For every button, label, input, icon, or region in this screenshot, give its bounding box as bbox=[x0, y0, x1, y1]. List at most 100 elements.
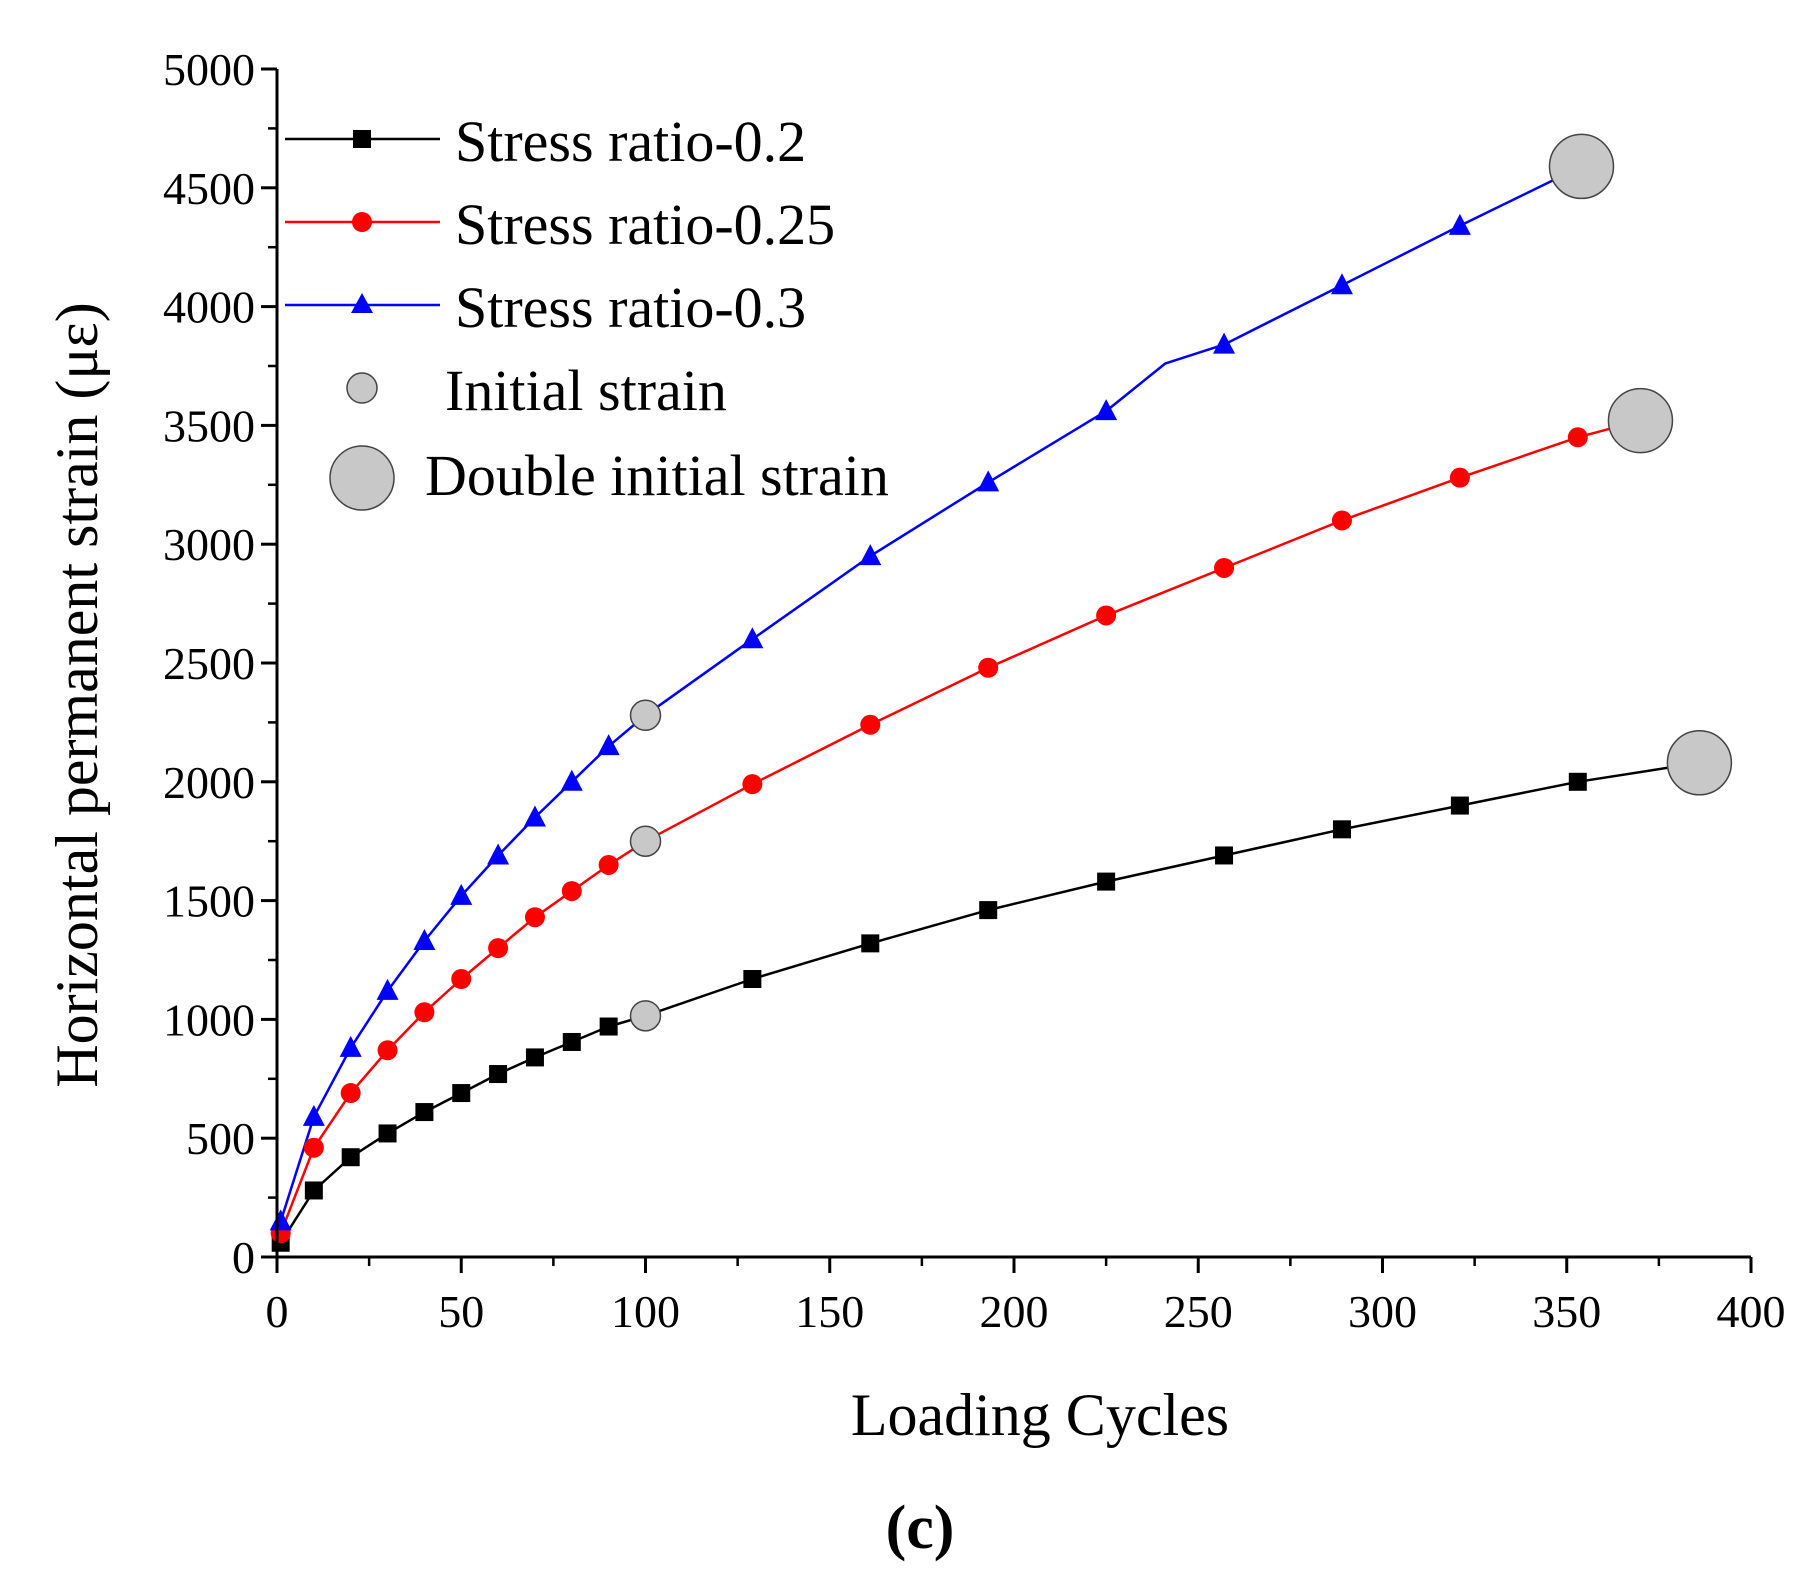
series-markers bbox=[269, 213, 1588, 1252]
data-point-circle bbox=[1331, 510, 1352, 531]
y-tick-label: 2000 bbox=[163, 757, 255, 808]
data-point-triangle bbox=[597, 734, 620, 756]
legend-marker-series-1 bbox=[352, 212, 372, 232]
data-point-circle bbox=[742, 774, 763, 795]
data-point-square bbox=[378, 1124, 397, 1143]
legend-marker-series-2 bbox=[351, 293, 373, 313]
series-line-0 bbox=[279, 761, 1700, 1244]
y-tick-label: 2500 bbox=[163, 638, 255, 689]
x-tick-label: 0 bbox=[266, 1286, 289, 1337]
data-point-square bbox=[452, 1084, 471, 1103]
data-point-circle bbox=[414, 1002, 435, 1023]
data-point-circle bbox=[1214, 557, 1235, 578]
legend-label-series-2: Stress ratio-0.3 bbox=[455, 275, 806, 340]
data-point-triangle bbox=[1095, 399, 1118, 421]
data-point-circle bbox=[303, 1137, 324, 1158]
data-point-circle bbox=[524, 907, 545, 928]
data-point-circle bbox=[598, 854, 619, 875]
x-tick-label: 50 bbox=[438, 1286, 484, 1337]
data-point-square bbox=[1215, 846, 1234, 865]
data-point-triangle bbox=[1330, 273, 1353, 295]
data-point-square bbox=[1450, 796, 1469, 815]
data-point-triangle bbox=[269, 1209, 292, 1231]
y-tick-label: 500 bbox=[186, 1113, 255, 1164]
y-tick-label: 1000 bbox=[163, 994, 255, 1045]
x-tick-label: 400 bbox=[1717, 1286, 1786, 1337]
series-line-2 bbox=[279, 165, 1583, 1222]
data-point-triangle bbox=[859, 544, 882, 566]
double-initial-strain-point bbox=[1548, 133, 1615, 200]
data-point-circle bbox=[488, 938, 509, 959]
y-tick-label: 3500 bbox=[163, 400, 255, 451]
data-point-square bbox=[415, 1103, 434, 1122]
major-ticks bbox=[261, 67, 1753, 1273]
data-point-square bbox=[979, 901, 998, 920]
data-point-triangle bbox=[523, 805, 546, 827]
data-point-circle bbox=[561, 881, 582, 902]
y-tick-label: 3000 bbox=[163, 519, 255, 570]
legend-label-series-0: Stress ratio-0.2 bbox=[455, 109, 806, 174]
x-tick-label: 100 bbox=[611, 1286, 680, 1337]
data-point-triangle bbox=[302, 1104, 325, 1126]
data-point-square bbox=[562, 1032, 581, 1051]
data-point-triangle bbox=[560, 769, 583, 791]
data-point-square bbox=[304, 1181, 323, 1200]
strain-circle-markers bbox=[629, 133, 1733, 1032]
data-point-triangle bbox=[450, 883, 473, 905]
panel-label: (c) bbox=[886, 1494, 955, 1562]
legend-label-initial-strain: Initial strain bbox=[445, 358, 727, 423]
x-axis-title: Loading Cycles bbox=[851, 1382, 1229, 1448]
x-tick-label: 250 bbox=[1164, 1286, 1233, 1337]
legend-label-series-1: Stress ratio-0.25 bbox=[455, 192, 835, 257]
data-point-circle bbox=[451, 969, 472, 990]
data-point-square bbox=[861, 934, 880, 953]
data-point-triangle bbox=[376, 978, 399, 1000]
data-point-square bbox=[525, 1048, 544, 1067]
data-point-square bbox=[599, 1017, 618, 1036]
x-tick-label: 150 bbox=[795, 1286, 864, 1337]
data-point-triangle bbox=[413, 928, 436, 950]
data-point-circle bbox=[340, 1083, 361, 1104]
legend-marker-series-0 bbox=[353, 130, 371, 148]
initial-strain-point bbox=[629, 699, 662, 732]
data-point-circle bbox=[1096, 605, 1117, 626]
y-tick-label: 5000 bbox=[163, 44, 255, 95]
legend-marker-initial-strain bbox=[346, 372, 378, 404]
y-tick-label: 4000 bbox=[163, 282, 255, 333]
series-line-1 bbox=[279, 419, 1641, 1234]
initial-strain-point bbox=[629, 825, 662, 857]
x-tick-label: 200 bbox=[980, 1286, 1049, 1337]
initial-strain-point bbox=[629, 1000, 662, 1032]
y-tick-label: 1500 bbox=[163, 876, 255, 927]
double-initial-strain-point bbox=[1666, 730, 1733, 796]
y-tick-label: 0 bbox=[232, 1232, 255, 1283]
data-point-square bbox=[1568, 772, 1587, 791]
data-point-square bbox=[1332, 820, 1351, 839]
data-point-triangle bbox=[1448, 213, 1471, 235]
data-point-square bbox=[341, 1148, 360, 1167]
double-initial-strain-point bbox=[1607, 387, 1674, 454]
data-point-circle bbox=[978, 657, 999, 678]
data-point-circle bbox=[860, 714, 881, 735]
data-point-triangle bbox=[487, 843, 510, 865]
data-point-square bbox=[1097, 872, 1116, 891]
tick-labels: 0 50 100 150 200 250 300 350 4000500100015002000… bbox=[163, 44, 1786, 1337]
data-point-circle bbox=[1567, 427, 1588, 448]
legend: Stress ratio-0.2 Stress ratio-0.25 Stres… bbox=[285, 109, 889, 511]
data-point-triangle bbox=[339, 1035, 362, 1057]
legend-label-double-initial-strain: Double initial strain bbox=[425, 443, 889, 508]
data-point-square bbox=[743, 970, 762, 989]
y-axis-title: Horizontal permanent strain (με) bbox=[44, 302, 110, 1087]
data-point-triangle bbox=[1213, 332, 1236, 354]
x-tick-label: 300 bbox=[1348, 1286, 1417, 1337]
data-point-triangle bbox=[977, 470, 1000, 492]
data-point-circle bbox=[1449, 467, 1470, 488]
axes bbox=[275, 69, 1751, 1259]
y-tick-label: 4500 bbox=[163, 163, 255, 214]
x-tick-label: 350 bbox=[1532, 1286, 1601, 1337]
legend-marker-double-initial-strain bbox=[329, 445, 395, 511]
data-point-square bbox=[489, 1065, 508, 1084]
data-point-triangle bbox=[741, 627, 764, 649]
